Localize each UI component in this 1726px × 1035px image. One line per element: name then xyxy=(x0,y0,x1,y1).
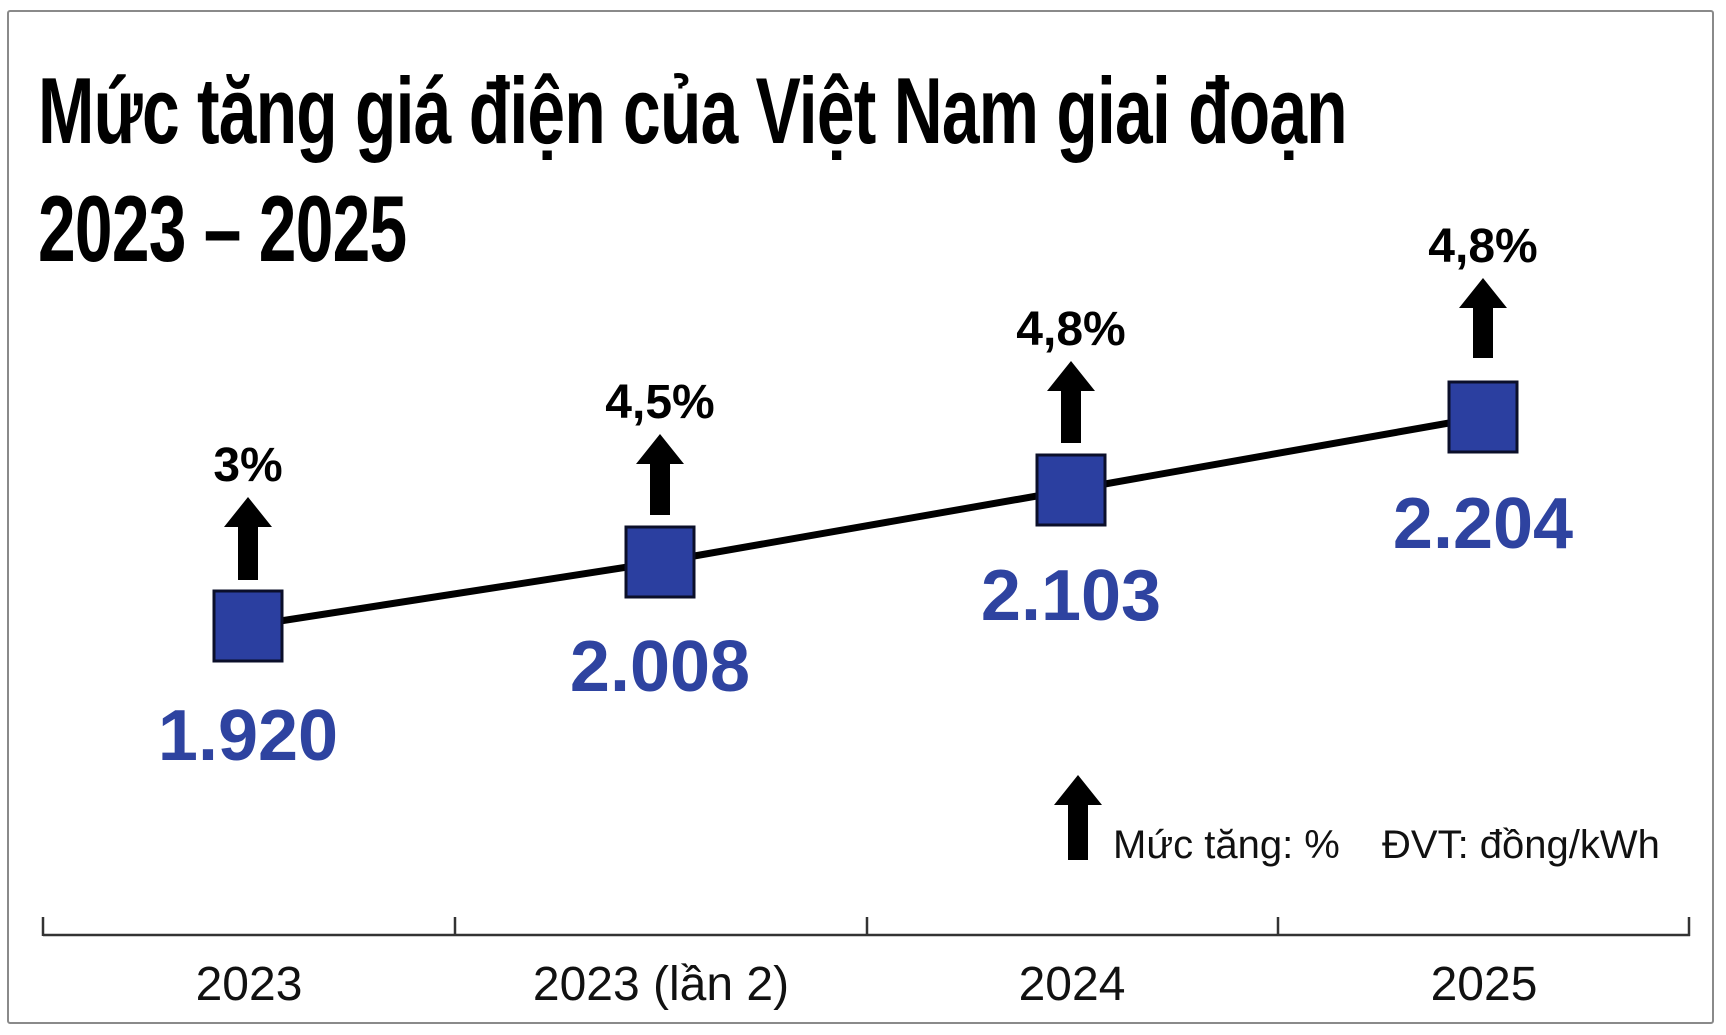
x-axis: 2023 2023 (lần 2) 2024 2025 xyxy=(41,917,1691,1011)
chart-frame xyxy=(7,10,1714,1024)
increase-label: 4,8% xyxy=(1016,303,1125,356)
legend-up-arrow-icon xyxy=(1054,775,1102,860)
price-value-label: 2.008 xyxy=(570,627,750,707)
data-point-2023: 3% 1.920 xyxy=(158,439,338,776)
legend: Mức tăng: % ĐVT: đồng/kWh xyxy=(1054,775,1660,867)
x-tick-label: 2023 xyxy=(196,958,303,1011)
data-point-2025: 4,8% 2.204 xyxy=(1393,220,1573,564)
increase-label: 4,5% xyxy=(605,376,714,429)
price-value-label: 1.920 xyxy=(158,696,338,776)
price-value-label: 2.204 xyxy=(1393,484,1573,564)
legend-increase-label: Mức tăng: % xyxy=(1113,823,1340,867)
price-value-label: 2.103 xyxy=(981,556,1161,636)
chart-title: Mức tăng giá điện của Việt Nam giai đoạn… xyxy=(38,52,1348,288)
x-tick-label: 2024 xyxy=(1019,958,1126,1011)
up-arrow-icon xyxy=(636,434,684,515)
increase-label: 4,8% xyxy=(1428,220,1537,273)
up-arrow-icon xyxy=(1047,361,1095,443)
legend-unit-label: ĐVT: đồng/kWh xyxy=(1382,823,1660,867)
up-arrow-icon xyxy=(224,497,272,580)
data-point-2023-lan-2: 4,5% 2.008 xyxy=(570,376,750,707)
square-marker xyxy=(624,525,696,599)
chart-title-line1: Mức tăng giá điện của Việt Nam giai đoạn xyxy=(38,58,1348,163)
x-tick-label: 2025 xyxy=(1431,958,1538,1011)
x-tick-label: 2023 (lần 2) xyxy=(533,958,789,1011)
up-arrow-icon xyxy=(1459,278,1507,358)
price-line xyxy=(244,413,1487,630)
increase-label: 3% xyxy=(213,439,282,492)
square-marker xyxy=(1035,453,1107,527)
data-point-2024: 4,8% 2.103 xyxy=(981,303,1161,636)
square-marker xyxy=(212,589,284,663)
square-marker xyxy=(1447,380,1519,454)
chart-title-line2: 2023 – 2025 xyxy=(38,176,407,281)
